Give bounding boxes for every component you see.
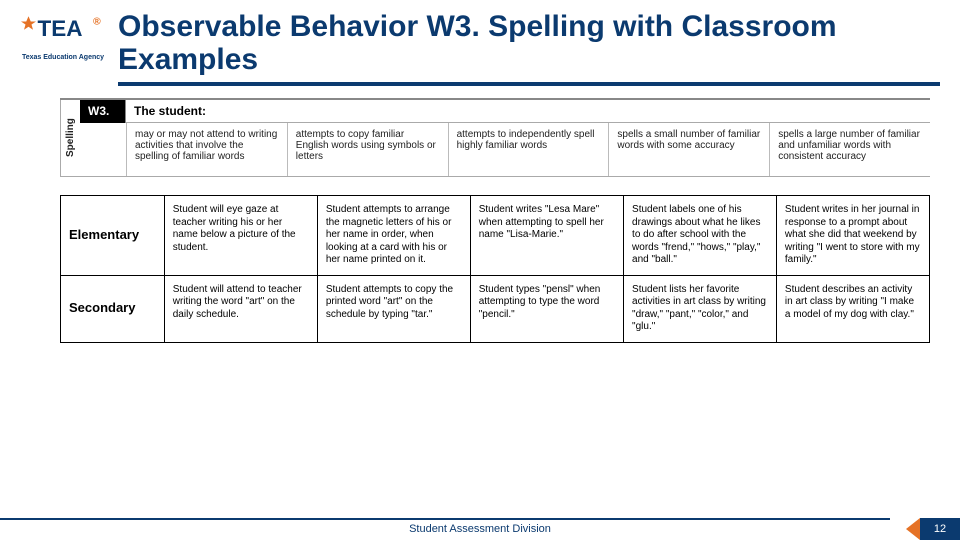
- w3-descriptor-strip: Spelling W3. The student: may or may not…: [60, 98, 930, 177]
- page-number: 12: [920, 518, 960, 540]
- header: TEA ® Texas Education Agency Observable …: [0, 0, 960, 90]
- footer: Student Assessment Division 12: [0, 518, 960, 540]
- footer-text: Student Assessment Division: [409, 523, 551, 535]
- w3-level-cell: may or may not attend to writing activit…: [126, 123, 287, 176]
- w3-level-cell: spells a large number of familiar and un…: [769, 123, 930, 176]
- example-cell: Student lists her favorite activities in…: [624, 275, 777, 342]
- examples-table: Elementary Student will eye gaze at teac…: [60, 195, 930, 343]
- logo-text: TEA: [38, 16, 83, 41]
- svg-text:®: ®: [93, 16, 101, 28]
- example-cell: Student will attend to teacher writing t…: [164, 275, 317, 342]
- example-cell: Student types "pensl" when attempting to…: [470, 275, 623, 342]
- table-row: Elementary Student will eye gaze at teac…: [61, 196, 930, 276]
- w3-level-cell: attempts to independently spell highly f…: [448, 123, 609, 176]
- example-cell: Student labels one of his drawings about…: [624, 196, 777, 276]
- example-cell: Student describes an activity in art cla…: [776, 275, 929, 342]
- table-row: Secondary Student will attend to teacher…: [61, 275, 930, 342]
- example-cell: Student will eye gaze at teacher writing…: [164, 196, 317, 276]
- tea-logo: TEA ® Texas Education Agency: [8, 12, 118, 61]
- page-title: Observable Behavior W3. Spelling with Cl…: [118, 10, 940, 86]
- logo-subtext: Texas Education Agency: [22, 54, 104, 61]
- example-cell: Student attempts to arrange the magnetic…: [317, 196, 470, 276]
- w3-level-cell: spells a small number of familiar words …: [608, 123, 769, 176]
- page-number-badge: 12: [890, 518, 960, 540]
- example-cell: Student writes "Lesa Mare" when attempti…: [470, 196, 623, 276]
- w3-student-label: The student:: [126, 100, 930, 123]
- w3-level-cell: attempts to copy familiar English words …: [287, 123, 448, 176]
- row-label-elementary: Elementary: [61, 196, 165, 276]
- w3-category-label: Spelling: [60, 100, 80, 176]
- row-label-secondary: Secondary: [61, 275, 165, 342]
- w3-tag: W3.: [80, 100, 126, 123]
- footer-rule: [0, 518, 890, 520]
- example-cell: Student writes in her journal in respons…: [776, 196, 929, 276]
- example-cell: Student attempts to copy the printed wor…: [317, 275, 470, 342]
- chevron-icon: [906, 518, 920, 540]
